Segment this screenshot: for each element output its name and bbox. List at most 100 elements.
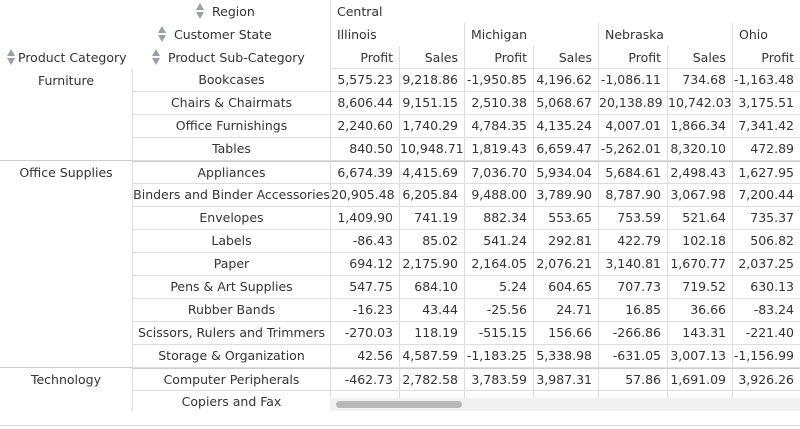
state-column-illinois[interactable]: Illinois [330, 23, 464, 46]
table-row[interactable]: Paper 694.12 2,175.90 2,164.05 2,076.21 3,140… [132, 253, 800, 276]
subcategory-cell: Paper [132, 253, 330, 275]
sales-cell: 741.19 [399, 207, 464, 229]
subcategory-cell: Computer Peripherals [132, 369, 330, 391]
sales-cell: 5,934.04 [533, 162, 598, 184]
profit-cell: -83.24 [732, 299, 800, 321]
sort-arrows-icon[interactable] [7, 49, 16, 66]
profit-cell: 5,575.23 [330, 69, 399, 91]
sales-cell: 24.71 [533, 299, 598, 321]
table-row[interactable]: Pens & Art Supplies 547.75 684.10 5.24 604.6… [132, 276, 800, 299]
region-header-label[interactable]: Region [212, 4, 255, 19]
table-row[interactable]: Envelopes 1,409.90 741.19 882.34 553.65 753.5… [132, 207, 800, 230]
sales-cell: 6,205.84 [399, 184, 464, 206]
sales-cell: 9,151.15 [399, 92, 464, 114]
profit-cell: -1,183.25 [464, 345, 533, 367]
sales-cell: 8,320.10 [667, 138, 732, 160]
category-header-label[interactable]: Product Category [18, 50, 127, 65]
profit-cell: -25.56 [464, 299, 533, 321]
sales-cell: 85.02 [399, 230, 464, 252]
profit-cell: -86.43 [330, 230, 399, 252]
sales-cell: 102.18 [667, 230, 732, 252]
table-row[interactable]: Computer Peripherals -462.73 2,782.58 3,783… [132, 368, 800, 391]
profit-cell: 3,926.26 [732, 369, 800, 391]
profit-cell: -1,156.99 [732, 345, 800, 367]
profit-cell: 541.24 [464, 230, 533, 252]
profit-cell: 20,138.89 [598, 92, 667, 114]
state-column-nebraska[interactable]: Nebraska [598, 23, 732, 46]
profit-cell: -1,163.48 [732, 69, 800, 91]
profit-cell: -16.23 [330, 299, 399, 321]
region-column-central[interactable]: Central [330, 0, 800, 23]
sales-cell: 4,196.62 [533, 69, 598, 91]
profit-cell: 882.34 [464, 207, 533, 229]
horizontal-scrollbar[interactable] [330, 398, 800, 411]
measure-header-profit[interactable]: Profit [330, 46, 399, 69]
profit-cell: 5,684.61 [598, 162, 667, 184]
sort-arrows-icon[interactable] [152, 49, 161, 66]
sort-arrows-icon[interactable] [158, 26, 167, 43]
subcategory-header-label[interactable]: Product Sub-Category [168, 50, 305, 65]
profit-cell: 8,606.44 [330, 92, 399, 114]
pivot-table: Region Central Customer State Illinois M… [0, 0, 800, 411]
subcategory-cell: Pens & Art Supplies [132, 276, 330, 298]
measure-header-profit[interactable]: Profit [732, 46, 800, 69]
sales-cell: 1,866.34 [667, 115, 732, 137]
table-row[interactable]: Appliances 6,674.39 4,415.69 7,036.70 5,934.… [132, 161, 800, 184]
sales-cell: 118.19 [399, 322, 464, 344]
category-divider [0, 160, 132, 161]
table-row[interactable]: Rubber Bands -16.23 43.44 -25.56 24.71 16.85 3… [132, 299, 800, 322]
measure-header-sales[interactable]: Sales [399, 46, 464, 69]
profit-cell: 2,164.05 [464, 253, 533, 275]
profit-cell: 630.13 [732, 276, 800, 298]
category-label-office-supplies: Office Supplies [19, 165, 113, 180]
sales-cell: 9,218.86 [399, 69, 464, 91]
measure-header-profit[interactable]: Profit [464, 46, 533, 69]
subcategory-cell: Binders and Binder Accessories [132, 184, 330, 206]
sales-cell: 292.81 [533, 230, 598, 252]
table-row[interactable]: Tables 840.50 10,948.71 1,819.43 6,659.47 -5,… [132, 138, 800, 161]
sales-cell: 1,670.77 [667, 253, 732, 275]
profit-cell: -270.03 [330, 322, 399, 344]
header-row-measures: Product Category Product Sub-Category Pr… [0, 46, 800, 69]
profit-cell: 8,787.90 [598, 184, 667, 206]
sort-arrows-icon[interactable] [196, 3, 205, 20]
state-column-ohio[interactable]: Ohio [732, 23, 800, 46]
profit-cell: 1,409.90 [330, 207, 399, 229]
profit-cell: 2,240.60 [330, 115, 399, 137]
table-row[interactable]: Binders and Binder Accessories 20,905.48 6… [132, 184, 800, 207]
scrollbar-thumb[interactable] [336, 401, 462, 408]
measure-header-sales[interactable]: Sales [667, 46, 732, 69]
table-row[interactable]: Office Furnishings 2,240.60 1,740.29 4,784.… [132, 115, 800, 138]
sales-cell: 604.65 [533, 276, 598, 298]
table-row[interactable]: Bookcases 5,575.23 9,218.86 -1,950.85 4,196.… [132, 69, 800, 92]
sales-cell: 1,740.29 [399, 115, 464, 137]
profit-cell: 3,175.51 [732, 92, 800, 114]
table-row[interactable]: Storage & Organization 42.56 4,587.59 -1,18… [132, 345, 800, 368]
subcategory-cell: Rubber Bands [132, 299, 330, 321]
table-row[interactable]: Chairs & Chairmats 8,606.44 9,151.15 2,510.… [132, 92, 800, 115]
sales-cell: 2,175.90 [399, 253, 464, 275]
state-header-label[interactable]: Customer State [174, 27, 272, 42]
profit-cell: 42.56 [330, 345, 399, 367]
sales-cell: 2,782.58 [399, 369, 464, 391]
state-column-michigan[interactable]: Michigan [464, 23, 598, 46]
sales-cell: 3,067.98 [667, 184, 732, 206]
profit-cell: 5.24 [464, 276, 533, 298]
table-row[interactable]: Scissors, Rulers and Trimmers -270.03 118.… [132, 322, 800, 345]
sales-cell: 553.65 [533, 207, 598, 229]
profit-cell: 16.85 [598, 299, 667, 321]
profit-cell: 57.86 [598, 369, 667, 391]
profit-cell: 506.82 [732, 230, 800, 252]
sales-cell: 2,498.43 [667, 162, 732, 184]
measure-header-sales[interactable]: Sales [533, 46, 598, 69]
profit-cell: -631.05 [598, 345, 667, 367]
subcategory-cell: Tables [132, 138, 330, 160]
profit-cell: -462.73 [330, 369, 399, 391]
sales-cell: 734.68 [667, 69, 732, 91]
profit-cell: 4,007.01 [598, 115, 667, 137]
measure-header-profit[interactable]: Profit [598, 46, 667, 69]
sales-cell: 10,948.71 [399, 138, 464, 160]
profit-cell: 422.79 [598, 230, 667, 252]
category-divider [0, 367, 132, 368]
table-row[interactable]: Labels -86.43 85.02 541.24 292.81 422.79 102.1… [132, 230, 800, 253]
